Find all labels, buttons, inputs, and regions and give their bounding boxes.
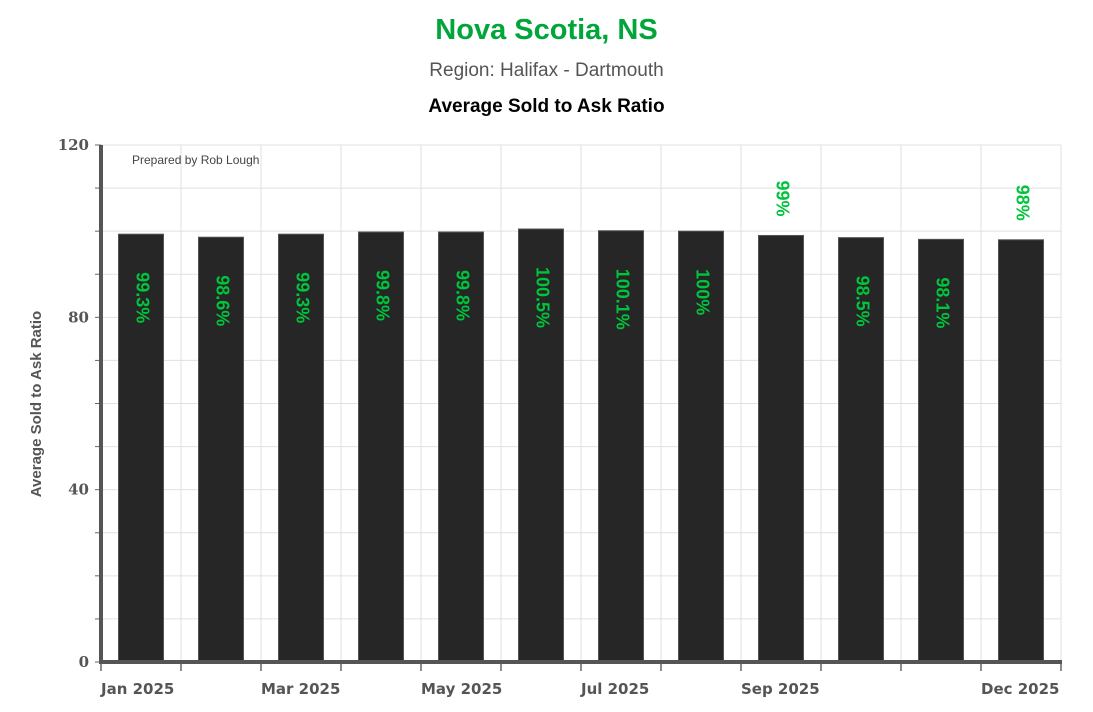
bar — [918, 238, 964, 663]
data-label: 99% — [772, 180, 792, 216]
data-label: 99.3% — [132, 272, 152, 323]
y-tick-label: 120 — [58, 136, 89, 154]
bar — [838, 237, 884, 663]
x-tick-label: May 2025 — [421, 680, 502, 698]
bar — [998, 239, 1044, 663]
data-label: 99.3% — [292, 272, 312, 323]
x-tick-label: Jul 2025 — [580, 680, 649, 698]
x-tick-label: Jan 2025 — [100, 680, 174, 698]
bar — [118, 233, 164, 663]
data-label: 99.8% — [372, 270, 392, 321]
data-label: 98% — [1012, 185, 1032, 221]
bar — [518, 228, 564, 663]
bar — [198, 236, 244, 663]
y-tick-label: 80 — [68, 308, 89, 326]
bar — [438, 231, 484, 663]
chart-title: Average Sold to Ask Ratio — [428, 96, 665, 117]
y-tick-label: 0 — [79, 653, 89, 671]
page-title: Nova Scotia, NS — [435, 14, 658, 46]
data-label: 98.1% — [932, 277, 952, 328]
data-label: 100% — [692, 269, 712, 315]
bar — [358, 231, 404, 663]
x-tick-label: Mar 2025 — [261, 680, 340, 698]
data-label: 99.8% — [452, 270, 472, 321]
data-label: 100.5% — [532, 267, 552, 328]
data-label: 98.6% — [212, 275, 232, 326]
page-subtitle: Region: Halifax - Dartmouth — [429, 60, 664, 81]
y-tick-label: 40 — [68, 481, 89, 499]
data-label: 100.1% — [612, 269, 632, 330]
bar — [598, 230, 644, 663]
bar — [678, 230, 724, 663]
y-axis-label: Average Sold to Ask Ratio — [28, 311, 45, 497]
bar — [278, 233, 324, 663]
x-tick-label: Sep 2025 — [741, 680, 820, 698]
x-tick-label: Dec 2025 — [981, 680, 1060, 698]
annotation: Prepared by Rob Lough — [132, 153, 259, 167]
bar — [758, 234, 804, 663]
data-label: 98.5% — [852, 276, 872, 327]
